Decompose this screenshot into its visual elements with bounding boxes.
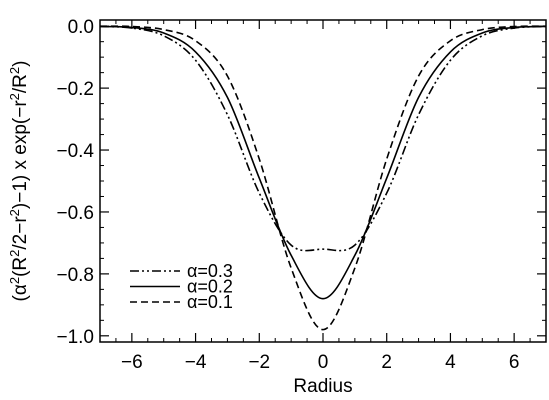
- y-axis-label-superscript: 2: [7, 277, 22, 284]
- x-tick-label: −4: [185, 352, 207, 373]
- series-line-1: [99, 25, 547, 300]
- y-axis-label-superscript: 2: [7, 67, 22, 74]
- y-axis-label-superscript: 2: [7, 209, 22, 216]
- legend-label: α=0.1: [187, 292, 233, 312]
- curves-group: [99, 25, 547, 331]
- ticks-group: −6 −4 −2 0 2 4 6 0.0 −0.2 −0.4 −0.6 −0.8 −1.0: [56, 17, 546, 373]
- x-tick-label: 0: [318, 352, 329, 373]
- x-tick-label: −2: [248, 352, 270, 373]
- x-tick-label: 4: [445, 352, 456, 373]
- y-axis-label-part: /2−r: [10, 216, 31, 250]
- plot-frame: [99, 19, 547, 343]
- y-tick-label: −1.0: [56, 327, 94, 348]
- legend-label: α=0.2: [187, 277, 233, 297]
- y-axis-label-superscript: 2: [7, 93, 22, 100]
- series-line-2: [99, 25, 547, 331]
- y-axis-label-part: (R: [10, 257, 31, 277]
- y-axis-label-part: (α: [10, 284, 31, 301]
- y-axis-label-part: ): [10, 61, 31, 67]
- y-axis-label-part: )−1) x exp(−r: [10, 100, 31, 209]
- y-axis-label: (α2(R2/2−r2)−1) x exp(−r2/R2): [7, 61, 32, 302]
- x-axis-label: Radius: [293, 376, 352, 397]
- x-tick-label: −6: [121, 352, 143, 373]
- x-tick-label: 2: [381, 352, 392, 373]
- y-tick-label: −0.2: [56, 79, 94, 100]
- y-tick-label: −0.4: [56, 141, 94, 162]
- y-tick-label: 0.0: [68, 17, 94, 38]
- y-axis-label-superscript: 2: [7, 250, 22, 257]
- series-line-0: [99, 25, 547, 252]
- legend-label: α=0.3: [187, 261, 233, 281]
- y-axis-label-part: /R: [10, 74, 31, 93]
- y-tick-label: −0.8: [56, 265, 94, 286]
- y-tick-label: −0.6: [56, 203, 94, 224]
- legend: α=0.3α=0.2α=0.1: [130, 261, 233, 312]
- x-tick-label: 6: [509, 352, 520, 373]
